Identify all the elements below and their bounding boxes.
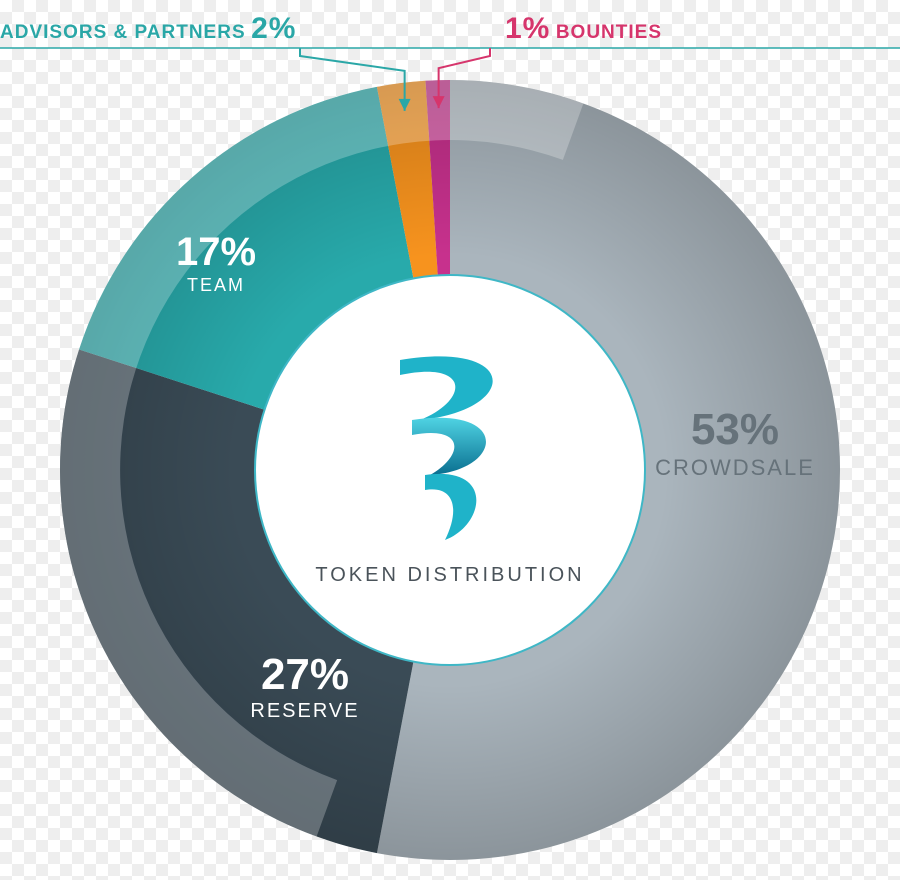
chart-stage: ADVISORS & PARTNERS 2% 1% BOUNTIES TOKEN…: [0, 0, 900, 880]
logo-ribbon: [425, 474, 476, 540]
center-title: TOKEN DISTRIBUTION: [0, 564, 900, 587]
logo-ribbon: [400, 356, 493, 420]
logo-ribbon: [412, 418, 486, 475]
center-logo-icon: [0, 0, 900, 880]
